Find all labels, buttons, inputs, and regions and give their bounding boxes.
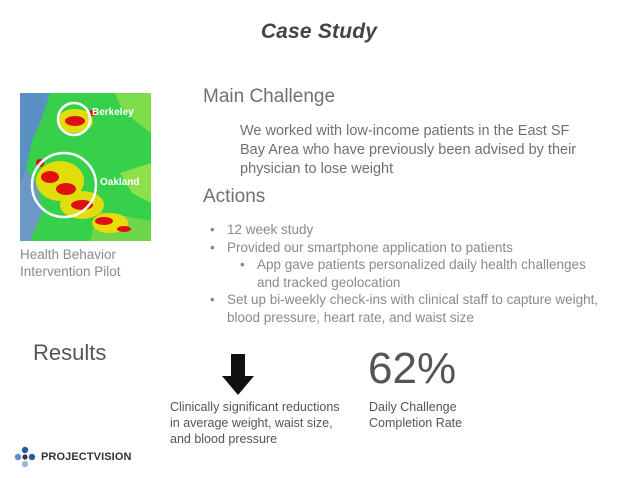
slide-title: Case Study <box>260 20 378 43</box>
list-item: • Provided our smartphone application to … <box>207 239 607 257</box>
actions-heading: Actions <box>203 186 266 207</box>
bullet-icon: • <box>210 292 215 307</box>
down-arrow-icon <box>222 354 254 395</box>
stat-reductions-text: Clinically significant reductions in ave… <box>170 400 340 446</box>
logo-text: PROJECTVISION <box>41 451 132 463</box>
projectvision-logo: PROJECTVISION <box>14 446 132 468</box>
map-label-berkeley: Berkeley <box>92 107 134 118</box>
stat-completion-value: 62% <box>368 344 457 393</box>
action-item-text: App gave patients personalized daily hea… <box>257 257 586 290</box>
logo-icon <box>14 446 36 468</box>
map-label-oakland: Oakland <box>100 177 139 188</box>
main-challenge-heading: Main Challenge <box>203 86 336 107</box>
bullet-icon: • <box>210 222 215 237</box>
stat-completion-text: Daily Challenge Completion Rate <box>369 400 463 430</box>
heatmap-image: Berkeley Oakland <box>20 93 151 241</box>
main-challenge-body: We worked with low-income patients in th… <box>240 123 577 177</box>
actions-list: • 12 week study • Provided our smartphone … <box>207 221 607 326</box>
action-item-text: 12 week study <box>227 222 314 237</box>
bullet-icon: • <box>210 239 215 255</box>
list-item: • Set up bi-weekly check-ins with clinica… <box>207 291 607 326</box>
bullet-icon: • <box>240 257 245 272</box>
action-item-text: Provided our smartphone application to p… <box>227 239 513 255</box>
list-item: • 12 week study <box>207 221 607 239</box>
list-item: • App gave patients personalized daily he… <box>207 256 607 291</box>
action-item-text: Set up bi-weekly check-ins with clinical… <box>227 292 599 325</box>
results-heading: Results <box>33 340 107 365</box>
map-caption: Health Behavior Intervention Pilot <box>20 247 121 279</box>
